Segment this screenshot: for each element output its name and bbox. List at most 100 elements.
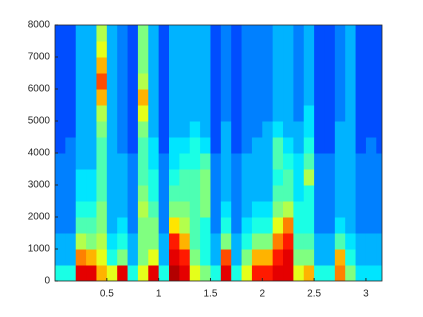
cell [220,73,232,90]
cell [75,265,87,281]
cell [65,105,77,122]
cell [220,249,232,266]
cell [86,169,97,186]
cell [355,73,367,90]
cell [272,249,284,266]
y-tick-label: 8000 [28,20,51,31]
cell [251,89,263,106]
cell [148,153,160,170]
cell [251,41,263,58]
cell [179,89,191,106]
cell [179,137,191,154]
cell [314,249,325,266]
cell [355,217,367,234]
cell [200,25,211,42]
cell [345,41,357,58]
cell [55,185,66,202]
cell [137,185,149,202]
cell [148,217,160,234]
cell [75,57,87,74]
cell [334,169,346,186]
cell [262,41,274,58]
cell [303,137,315,154]
cell [75,153,87,170]
cell [179,153,191,170]
cell [251,137,263,154]
cell [96,137,108,154]
cell [365,57,377,74]
cell [365,121,377,138]
cell [148,73,160,90]
cell [272,25,284,42]
cell [96,169,108,186]
cell [75,137,87,154]
cell [303,105,315,122]
cell [262,265,274,281]
cell [345,201,357,218]
cell [355,137,367,154]
cell [96,121,108,138]
cell [117,41,129,58]
cell [293,73,305,90]
cell [220,137,232,154]
cell [365,153,377,170]
cell [314,121,325,138]
cell [148,105,160,122]
cell [324,105,336,122]
cell [75,73,87,90]
cell [189,233,201,250]
cell [96,185,108,202]
cell [189,265,201,281]
cell [241,41,253,58]
y-tick-label: 4000 [28,148,51,159]
cell [231,249,243,266]
cell [127,25,139,42]
cell [75,89,87,106]
cell [303,73,315,90]
cell [334,121,346,138]
cell [272,265,284,281]
cell [355,249,367,266]
cell [314,73,325,90]
cell [314,265,325,281]
cell [272,169,284,186]
cell [189,137,201,154]
cell [210,41,222,58]
cell [158,201,170,218]
cell [169,153,180,170]
cell [345,249,357,266]
cell [355,169,367,186]
y-tick-label: 5000 [28,116,51,127]
cell [220,185,232,202]
cell [220,201,232,218]
cell [158,169,170,186]
cell [262,57,274,74]
cell [210,89,222,106]
cell [158,249,170,266]
cell [345,105,357,122]
cell [272,89,284,106]
cell [148,265,160,281]
cell [189,249,201,266]
cell [169,249,180,266]
cell [86,201,97,218]
cell [241,169,253,186]
cell [117,185,129,202]
cell [179,73,191,90]
cell [220,265,232,281]
cell [355,153,367,170]
cell [241,89,253,106]
cell [293,201,305,218]
cell [200,233,211,250]
cell [303,185,315,202]
cell [355,89,367,106]
cell [365,249,377,266]
cell [189,185,201,202]
cell [86,137,97,154]
cell [179,249,191,266]
cell [355,25,367,42]
cell [117,121,129,138]
cell [55,89,66,106]
cell [75,41,87,58]
cell [376,25,382,42]
